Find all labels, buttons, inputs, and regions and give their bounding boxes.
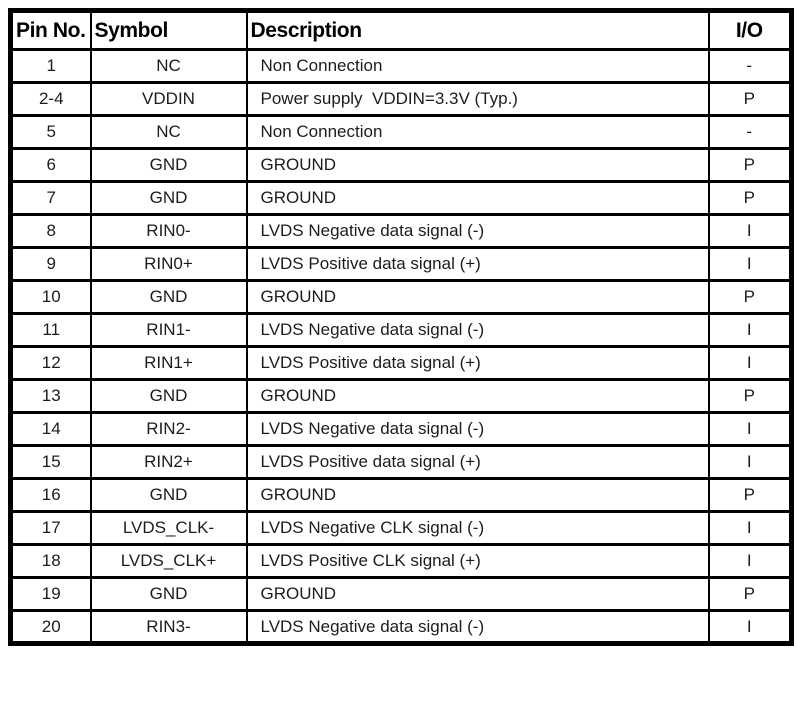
pin-cell: 8 (9, 213, 92, 249)
symbol-cell: NC (89, 114, 248, 150)
pin-cell: 6 (9, 147, 92, 183)
io-cell: P (707, 81, 793, 117)
table-row: 10 GND GROUND P (9, 279, 793, 315)
io-cell: P (707, 576, 793, 612)
symbol-cell: RIN3- (89, 609, 248, 645)
header-description: Description (245, 9, 710, 51)
io-cell: - (707, 48, 793, 84)
symbol-cell: GND (89, 147, 248, 183)
pin-cell: 17 (9, 510, 92, 546)
description-cell: Non Connection (245, 48, 710, 84)
description-cell: Non Connection (245, 114, 710, 150)
description-cell: LVDS Positive data signal (+) (245, 444, 710, 480)
description-cell: LVDS Negative CLK signal (-) (245, 510, 710, 546)
pin-cell: 11 (9, 312, 92, 348)
pin-cell: 7 (9, 180, 92, 216)
pin-cell: 2-4 (9, 81, 92, 117)
description-cell: GROUND (245, 576, 710, 612)
io-cell: I (707, 609, 793, 645)
header-symbol: Symbol (89, 9, 248, 51)
pin-cell: 9 (9, 246, 92, 282)
io-cell: I (707, 543, 793, 579)
table-row: 7 GND GROUND P (9, 180, 793, 216)
symbol-cell: NC (89, 48, 248, 84)
description-cell: LVDS Positive data signal (+) (245, 345, 710, 381)
description-cell: GROUND (245, 180, 710, 216)
description-cell: LVDS Negative data signal (-) (245, 609, 710, 645)
header-row: Pin No. Symbol Description I/O (9, 9, 793, 51)
io-cell: I (707, 213, 793, 249)
description-cell: GROUND (245, 477, 710, 513)
io-cell: P (707, 147, 793, 183)
io-cell: I (707, 510, 793, 546)
pin-cell: 10 (9, 279, 92, 315)
io-cell: I (707, 411, 793, 447)
table-row: 6 GND GROUND P (9, 147, 793, 183)
description-cell: LVDS Positive CLK signal (+) (245, 543, 710, 579)
symbol-cell: GND (89, 576, 248, 612)
table-row: 12 RIN1+ LVDS Positive data signal (+) I (9, 345, 793, 381)
pin-cell: 12 (9, 345, 92, 381)
io-cell: I (707, 345, 793, 381)
table-row: 20 RIN3- LVDS Negative data signal (-) I (9, 609, 793, 645)
description-cell: LVDS Negative data signal (-) (245, 312, 710, 348)
description-cell: GROUND (245, 279, 710, 315)
symbol-cell: RIN2+ (89, 444, 248, 480)
symbol-cell: VDDIN (89, 81, 248, 117)
symbol-cell: RIN0+ (89, 246, 248, 282)
symbol-cell: GND (89, 477, 248, 513)
table-row: 11 RIN1- LVDS Negative data signal (-) I (9, 312, 793, 348)
pin-cell: 13 (9, 378, 92, 414)
description-cell: LVDS Positive data signal (+) (245, 246, 710, 282)
io-cell: - (707, 114, 793, 150)
symbol-cell: GND (89, 279, 248, 315)
symbol-cell: GND (89, 378, 248, 414)
description-cell: LVDS Negative data signal (-) (245, 213, 710, 249)
io-cell: I (707, 444, 793, 480)
description-cell: GROUND (245, 378, 710, 414)
description-cell: Power supply VDDIN=3.3V (Typ.) (245, 81, 710, 117)
table-row: 5 NC Non Connection - (9, 114, 793, 150)
table-body: 1 NC Non Connection -2-4 VDDIN Power supply V… (9, 48, 793, 645)
table-row: 18 LVDS_CLK+ LVDS Positive CLK signal (+) I (9, 543, 793, 579)
pin-cell: 1 (9, 48, 92, 84)
pin-cell: 19 (9, 576, 92, 612)
pin-cell: 16 (9, 477, 92, 513)
io-cell: P (707, 378, 793, 414)
table-row: 2-4 VDDIN Power supply VDDIN=3.3V (Typ.) P (9, 81, 793, 117)
pin-cell: 18 (9, 543, 92, 579)
header-io: I/O (707, 9, 793, 51)
table-row: 15 RIN2+ LVDS Positive data signal (+) I (9, 444, 793, 480)
io-cell: P (707, 180, 793, 216)
pin-assignment-table: Pin No. Symbol Description I/O 1 NC Non Co… (8, 8, 794, 646)
symbol-cell: LVDS_CLK+ (89, 543, 248, 579)
table-row: 14 RIN2- LVDS Negative data signal (-) I (9, 411, 793, 447)
header-pin-no: Pin No. (9, 9, 92, 51)
symbol-cell: RIN0- (89, 213, 248, 249)
io-cell: I (707, 246, 793, 282)
symbol-cell: RIN1+ (89, 345, 248, 381)
table-row: 1 NC Non Connection - (9, 48, 793, 84)
description-cell: LVDS Negative data signal (-) (245, 411, 710, 447)
table-row: 17 LVDS_CLK- LVDS Negative CLK signal (-) I (9, 510, 793, 546)
io-cell: P (707, 477, 793, 513)
pin-cell: 5 (9, 114, 92, 150)
symbol-cell: RIN1- (89, 312, 248, 348)
table-row: 9 RIN0+ LVDS Positive data signal (+) I (9, 246, 793, 282)
description-cell: GROUND (245, 147, 710, 183)
io-cell: P (707, 279, 793, 315)
symbol-cell: GND (89, 180, 248, 216)
table-row: 19 GND GROUND P (9, 576, 793, 612)
symbol-cell: RIN2- (89, 411, 248, 447)
table-row: 8 RIN0- LVDS Negative data signal (-) I (9, 213, 793, 249)
pin-cell: 14 (9, 411, 92, 447)
table-row: 13 GND GROUND P (9, 378, 793, 414)
table-row: 16 GND GROUND P (9, 477, 793, 513)
pin-cell: 20 (9, 609, 92, 645)
pin-cell: 15 (9, 444, 92, 480)
symbol-cell: LVDS_CLK- (89, 510, 248, 546)
io-cell: I (707, 312, 793, 348)
